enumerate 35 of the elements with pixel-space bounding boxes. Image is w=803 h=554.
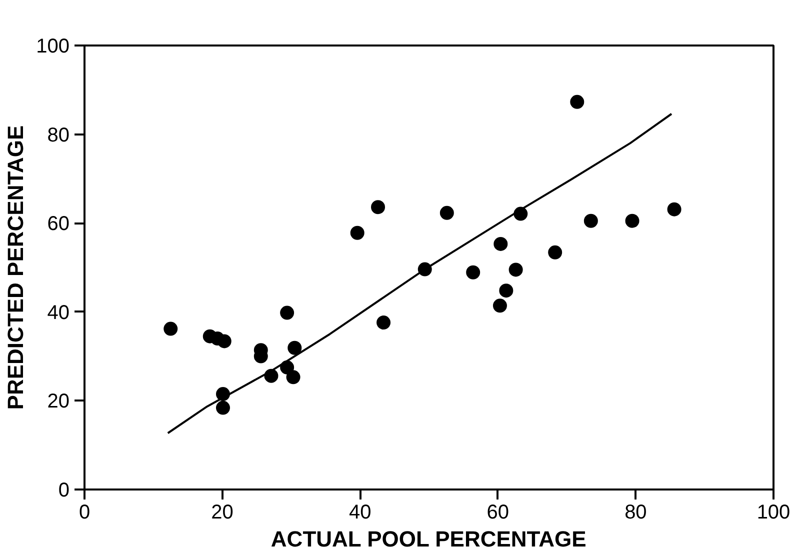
y-tick-label: 60 bbox=[47, 213, 70, 236]
y-tick-label: 20 bbox=[47, 390, 70, 413]
point bbox=[376, 316, 391, 330]
point bbox=[288, 340, 302, 355]
y-tick-label: 100 bbox=[36, 36, 70, 58]
point bbox=[371, 200, 386, 214]
x-axis-title: ACTUAL POOL PERCENTAGE bbox=[270, 526, 586, 552]
point bbox=[667, 202, 682, 216]
point bbox=[570, 94, 584, 109]
point bbox=[494, 236, 508, 251]
y-axis-title: PREDICTED PERCENTAGE bbox=[3, 125, 28, 410]
point bbox=[625, 214, 640, 228]
point bbox=[217, 334, 232, 348]
line-series bbox=[166, 112, 673, 434]
point bbox=[216, 400, 230, 415]
x-tick-label: 100 bbox=[756, 502, 790, 524]
y-tick-label: 80 bbox=[47, 124, 70, 146]
point bbox=[492, 298, 507, 313]
x-tick-label: 40 bbox=[348, 502, 372, 524]
point bbox=[164, 322, 178, 336]
point bbox=[350, 226, 364, 240]
point bbox=[548, 245, 562, 260]
y-tick-label: 40 bbox=[47, 302, 70, 324]
x-tick-label: 0 bbox=[78, 502, 90, 524]
point bbox=[466, 265, 480, 280]
point bbox=[508, 262, 523, 277]
x-tick-label: 20 bbox=[211, 502, 234, 524]
point bbox=[280, 306, 294, 320]
point bbox=[499, 284, 514, 298]
x-tick-label: 60 bbox=[486, 502, 510, 524]
point bbox=[440, 206, 454, 220]
point bbox=[584, 214, 598, 228]
x-tick-label: 80 bbox=[624, 502, 647, 524]
y-tick-label: 0 bbox=[58, 480, 70, 502]
point bbox=[286, 370, 300, 384]
